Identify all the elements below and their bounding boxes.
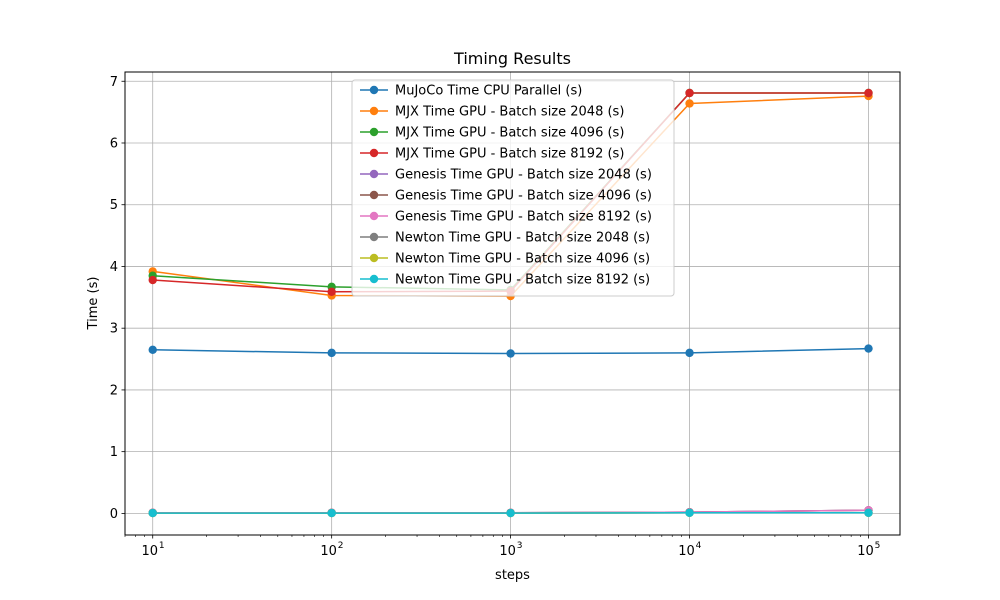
legend-entry: Newton Time GPU - Batch size 2048 (s) (360, 231, 650, 246)
data-point (864, 344, 873, 353)
legend-label: Genesis Time GPU - Batch size 4096 (s) (395, 189, 652, 204)
data-point (864, 88, 873, 98)
legend-label: MJX Time GPU - Batch size 4096 (s) (395, 126, 624, 141)
legend-entry: Genesis Time GPU - Batch size 2048 (s) (360, 168, 652, 183)
y-tick-label: 7 (110, 75, 118, 90)
y-tick-label: 0 (110, 507, 118, 522)
legend-label: MuJoCo Time CPU Parallel (s) (395, 84, 582, 99)
data-point (148, 345, 157, 354)
x-tick-exponent: 3 (517, 541, 523, 551)
data-point (327, 508, 336, 518)
data-point (148, 275, 157, 285)
data-point (685, 348, 694, 358)
x-tick-label: 10 (320, 544, 337, 559)
x-tick-exponent: 1 (159, 541, 165, 551)
data-point (327, 287, 336, 296)
data-point (685, 508, 694, 517)
legend-marker (369, 127, 379, 137)
y-tick-label: 6 (110, 136, 118, 151)
legend-label: Newton Time GPU - Batch size 8192 (s) (395, 273, 650, 288)
series-1 (148, 344, 873, 358)
data-point (148, 508, 157, 518)
legend-label: MJX Time GPU - Batch size 2048 (s) (395, 105, 624, 120)
legend: MuJoCo Time CPU Parallel (s) MJX Time GPU… (351, 79, 675, 297)
x-axis-label: steps (495, 568, 530, 583)
legend-label: Newton Time GPU - Batch size 4096 (s) (395, 252, 650, 267)
legend-label: Genesis Time GPU - Batch size 2048 (s) (395, 168, 652, 183)
data-point (864, 508, 873, 517)
x-tick-exponent: 4 (696, 541, 702, 551)
x-tick-label: 10 (141, 544, 158, 559)
legend-entry: MJX Time GPU - Batch size 2048 (s) (360, 105, 624, 120)
y-tick-label: 4 (110, 260, 118, 275)
x-tick-label: 10 (499, 544, 516, 559)
legend-marker (369, 148, 379, 158)
legend-entry: Newton Time GPU - Batch size 8192 (s) (360, 273, 650, 288)
chart-title: Timing Results (453, 49, 571, 68)
legend-entry: MuJoCo Time CPU Parallel (s) (360, 84, 582, 99)
legend-marker (369, 253, 379, 263)
y-axis-label: Time (s) (86, 277, 101, 331)
legend-marker (369, 232, 379, 242)
series-10 (148, 508, 873, 518)
y-tick-label: 1 (110, 445, 118, 460)
y-tick-label: 2 (110, 383, 118, 398)
data-point (685, 88, 694, 98)
legend-label: Genesis Time GPU - Batch size 8192 (s) (395, 210, 652, 225)
legend-label: Newton Time GPU - Batch size 2048 (s) (395, 231, 650, 246)
legend-marker (369, 211, 379, 221)
data-point (327, 348, 336, 358)
legend-marker (369, 106, 379, 116)
data-point (685, 99, 694, 108)
legend-label: MJX Time GPU - Batch size 8192 (s) (395, 147, 624, 162)
legend-marker (369, 85, 379, 95)
legend-box (351, 79, 675, 297)
data-point (506, 349, 515, 358)
legend-entry: Newton Time GPU - Batch size 4096 (s) (360, 252, 650, 267)
legend-marker (369, 190, 379, 200)
plot-frame (124, 71, 901, 536)
legend-entry: MJX Time GPU - Batch size 8192 (s) (360, 147, 624, 162)
legend-entry: MJX Time GPU - Batch size 4096 (s) (360, 126, 624, 141)
legend-entry: Genesis Time GPU - Batch size 8192 (s) (360, 210, 652, 225)
y-tick-label: 3 (110, 322, 118, 337)
data-point (506, 508, 515, 518)
x-tick-label: 10 (857, 544, 874, 559)
x-tick-exponent: 5 (875, 541, 881, 551)
y-tick-label: 5 (110, 198, 118, 213)
legend-marker (369, 274, 379, 284)
x-tick-exponent: 2 (338, 541, 344, 551)
legend-marker (369, 169, 379, 179)
legend-entry: Genesis Time GPU - Batch size 4096 (s) (360, 189, 652, 204)
x-tick-label: 10 (678, 544, 695, 559)
